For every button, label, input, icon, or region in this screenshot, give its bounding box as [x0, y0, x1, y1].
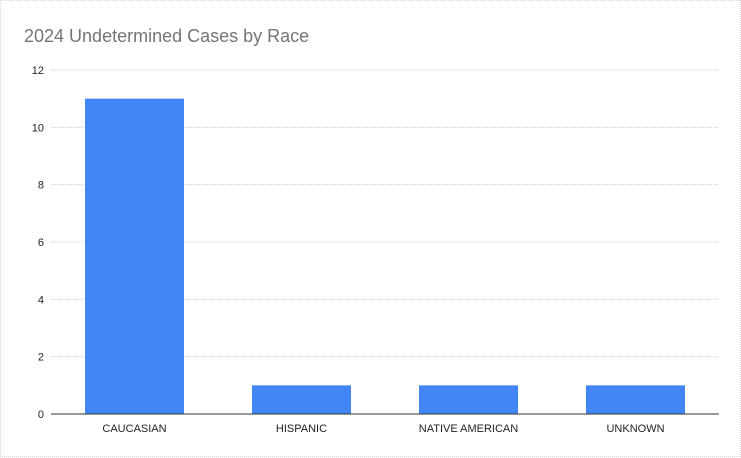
- gridlines: [51, 69, 719, 358]
- x-tick-label: UNKNOWN: [606, 423, 664, 435]
- x-tick-label: NATIVE AMERICAN: [419, 423, 518, 435]
- y-tick-label: 8: [38, 180, 44, 192]
- bar-native-american: [419, 385, 518, 414]
- x-tick-label: HISPANIC: [276, 423, 327, 435]
- bar-hispanic: [252, 385, 351, 414]
- y-tick-label: 12: [32, 65, 44, 77]
- y-tick-label: 6: [38, 237, 44, 249]
- x-axis-labels: CAUCASIAN HISPANIC NATIVE AMERICAN UNKNOWN: [102, 423, 664, 435]
- chart-title: 2024 Undetermined Cases by Race: [24, 26, 309, 46]
- y-tick-label: 4: [38, 294, 44, 306]
- y-tick-label: 0: [38, 409, 44, 421]
- bar-caucasian: [85, 98, 184, 415]
- bars: [85, 98, 685, 415]
- x-tick-label: CAUCASIAN: [102, 423, 166, 435]
- y-tick-label: 10: [32, 122, 44, 134]
- y-axis-ticks: 0 2 4 6 8 10 12: [32, 65, 44, 421]
- bar-unknown: [586, 385, 685, 414]
- y-tick-label: 2: [38, 352, 44, 364]
